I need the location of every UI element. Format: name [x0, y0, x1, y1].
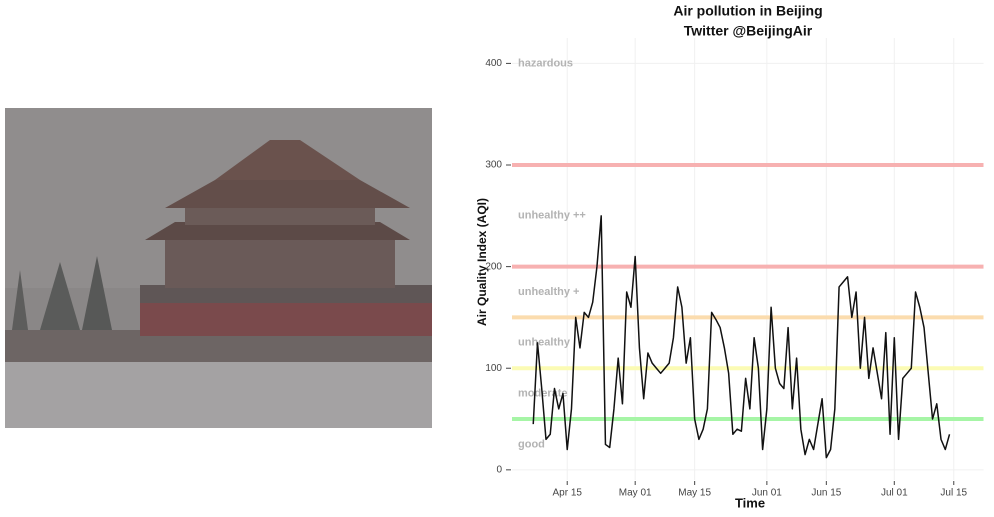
y-tick-label: 300: [485, 160, 502, 171]
x-tick-label: May 15: [678, 488, 711, 499]
x-tick-label: May 01: [619, 488, 652, 499]
x-tick-label: Jul 01: [881, 488, 908, 499]
x-tick-label: Jun 15: [811, 488, 841, 499]
x-tick-label: Apr 15: [552, 488, 582, 499]
level-label: unhealthy ++: [518, 210, 586, 222]
y-tick-label: 200: [485, 261, 502, 272]
y-tick-label: 0: [496, 464, 502, 475]
y-axis-label: Air Quality Index (AQI): [475, 198, 489, 326]
chart-title: Air pollution in Beijing: [673, 3, 822, 19]
x-tick-label: Jun 01: [752, 488, 782, 499]
aqi-line: [532, 215, 951, 459]
y-tick-label: 100: [485, 363, 502, 374]
level-label: unhealthy: [518, 337, 571, 349]
photo: [5, 108, 432, 428]
level-label: unhealthy +: [518, 286, 579, 298]
level-label: good: [518, 438, 545, 450]
chart-subtitle: Twitter @BeijingAir: [684, 23, 813, 39]
x-tick-label: Jul 15: [940, 488, 967, 499]
y-tick-label: 400: [485, 58, 502, 69]
level-label: hazardous: [518, 57, 573, 69]
x-axis-label: Time: [735, 495, 765, 510]
